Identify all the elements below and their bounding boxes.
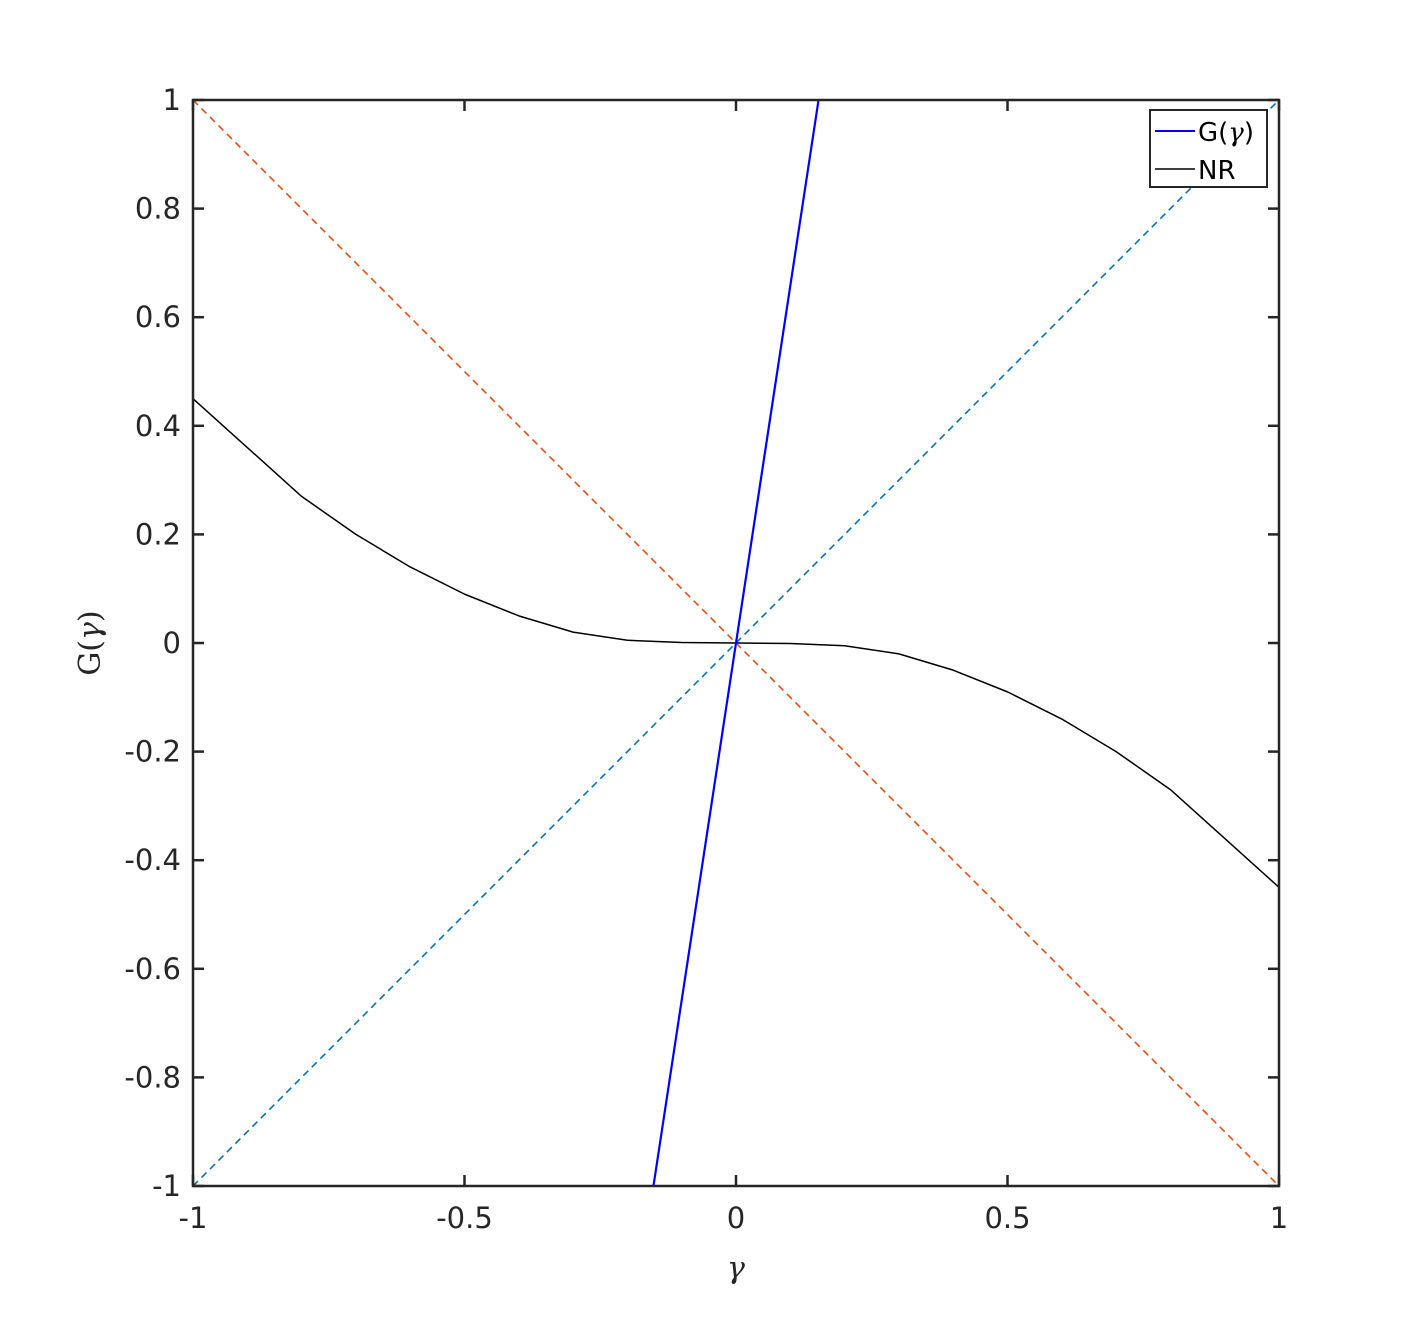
- legend-label-g-gamma-symbol: γ: [1228, 118, 1244, 148]
- y-tick-label: -0.2: [124, 735, 181, 769]
- legend-label-g-gamma-prefix: G(: [1198, 118, 1228, 148]
- x-tick-label: -0.5: [436, 1201, 493, 1235]
- axes-box: [191, 98, 1281, 1188]
- legend-label-g-gamma: G(γ): [1198, 118, 1254, 148]
- y-tick-label: 0.6: [135, 300, 181, 334]
- y-tick-label: 1: [163, 83, 181, 117]
- x-axis-label: γ: [727, 1251, 745, 1286]
- x-tick-label: 0: [727, 1201, 745, 1235]
- y-axis-label-suffix: ): [73, 610, 108, 622]
- y-axis-label: G(γ): [73, 610, 108, 675]
- labels-layer: -1 -0.5 0 0.5 1 -1 -0.8 -0.6 -0.4 -0.2 0 0.2 0.4 0.6 0…: [124, 83, 1288, 1235]
- legend-box: [1149, 109, 1268, 188]
- y-tick-label: -0.4: [124, 843, 181, 877]
- x-tick-label: 1: [1270, 1201, 1288, 1235]
- y-axis-label-symbol: γ: [73, 622, 108, 640]
- y-tick-label: -0.6: [124, 952, 181, 986]
- legend-label-nr: NR: [1198, 156, 1236, 186]
- y-tick-label: 0.2: [135, 517, 181, 551]
- y-axis-label-prefix: G(: [73, 640, 108, 676]
- y-tick-label: -0.8: [124, 1060, 181, 1094]
- y-tick-label: 0: [163, 626, 181, 660]
- series-layer: [192, 99, 1280, 1187]
- legend-label-g-gamma-suffix: ): [1244, 118, 1254, 148]
- reference-line-identity: [192, 99, 1280, 1187]
- y-tick-label: 0.4: [135, 409, 181, 443]
- reference-line-negative-identity: [192, 99, 1280, 1187]
- x-tick-label: -1: [179, 1201, 208, 1235]
- x-tick-label: 0.5: [984, 1201, 1030, 1235]
- series-g-gamma-line: [652, 99, 820, 1187]
- y-tick-label: 0.8: [135, 192, 181, 226]
- y-tick-label: -1: [152, 1169, 181, 1203]
- legend: G(γ) NR: [1149, 109, 1268, 188]
